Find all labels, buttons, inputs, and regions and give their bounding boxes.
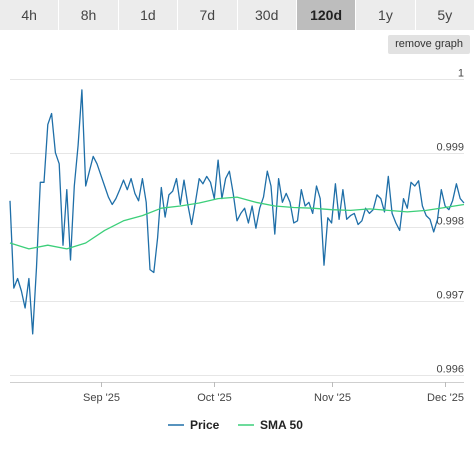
tab-1y[interactable]: 1y [356,0,416,30]
x-tick-label: Nov '25 [314,392,351,404]
y-tick-label: 0.998 [436,216,464,228]
series-line-price [9,89,465,335]
x-tick-label: Oct '25 [197,392,232,404]
tab-7d[interactable]: 7d [178,0,238,30]
tab-4h[interactable]: 4h [0,0,60,30]
tab-1d[interactable]: 1d [118,0,179,30]
price-chart: 1 0.999 0.998 0.997 0.996 Sep '25 Oct '25 Nov '… [9,68,465,432]
remove-graph-button[interactable]: remove graph [388,35,470,54]
tab-120d[interactable]: 120d [296,0,357,30]
x-tick-label: Sep '25 [83,392,120,404]
tab-8h[interactable]: 8h [59,0,119,30]
y-tick-label: 0.997 [436,290,464,302]
tab-5y[interactable]: 5y [415,0,474,30]
x-tick-label: Dec '25 [427,392,464,404]
y-tick-label: 0.996 [436,364,464,376]
y-tick-label: 0.999 [436,142,464,154]
legend-label: SMA 50 [260,418,303,432]
legend-label: Price [190,418,220,432]
series-line-sma-50 [9,196,465,250]
y-tick-label: 1 [458,68,464,80]
timeframe-tabs: 4h 8h 1d 7d 30d 120d 1y 5y [0,0,474,30]
tab-30d[interactable]: 30d [237,0,297,30]
